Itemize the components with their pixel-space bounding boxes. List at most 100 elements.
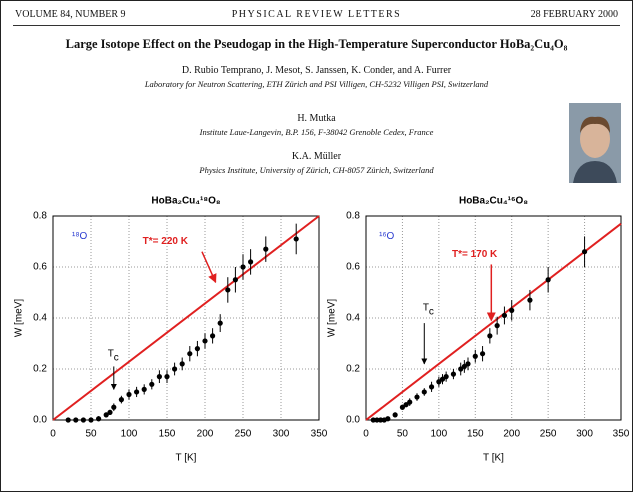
data-point [545,277,551,283]
data-point [421,389,427,395]
data-point [461,363,467,370]
y-axis-label: W [meV] [327,299,338,338]
data-point [527,297,533,303]
x-tick-label: 100 [121,429,138,440]
y-tick-label: 0.0 [346,415,360,426]
data-point [118,397,124,403]
data-point [377,417,384,423]
data-point [187,351,193,357]
charts: HoBa₂Cu₄¹⁸O₈ 0 50 100 150 200 250 300 350 0.0 0.2 0… [14,196,630,464]
data-point [479,351,486,357]
affiliation: Laboratory for Neutron Scattering, ETH Z… [144,79,489,89]
data-point [240,264,246,270]
data-point [141,386,147,392]
x-tick-label: 150 [467,429,484,440]
authors: D. Rubio Temprano, J. Mesot, S. Janssen,… [181,65,452,76]
data-point [103,412,109,418]
x-tick-label: 350 [311,429,328,440]
data-point [65,417,71,423]
data-point [487,333,493,339]
affiliation: Institute Laue-Langevin, B.P. 156, F-380… [199,127,434,137]
tc-label: T [423,302,429,313]
data-point [403,402,409,408]
data-point [194,346,200,352]
date: 28 FEBRUARY 2000 [530,9,618,20]
data-point [414,394,420,400]
data-point [472,353,478,359]
data-point [443,374,449,380]
data-point [134,389,140,395]
y-tick-label: 0.4 [33,313,47,324]
data-point [164,374,170,380]
chart-title: HoBa₂Cu₄¹⁶O₈ [459,196,528,207]
data-point [293,236,299,242]
x-axis-label: T [K] [483,453,504,464]
x-axis-label: T [K] [176,453,197,464]
data-point [80,417,86,423]
data-point [465,361,471,367]
data-point [88,417,94,423]
data-point [439,376,446,382]
data-point [450,371,457,377]
data-point [126,391,132,398]
x-tick-label: 250 [235,429,252,440]
data-point [501,312,508,319]
data-point [73,417,79,423]
data-point [428,384,435,390]
data-point [149,381,155,387]
data-point [374,417,380,423]
x-tick-label: 300 [273,429,290,440]
y-tick-label: 0.6 [33,262,47,273]
data-point [581,249,588,255]
y-tick-label: 0.4 [346,313,360,324]
data-point [385,416,391,422]
tc-subscript: c [114,352,119,363]
isotope-label: ¹⁸O [72,231,88,242]
x-tick-label: 200 [503,429,520,440]
fit-line [365,222,622,421]
y-tick-label: 0.0 [33,415,47,426]
x-tick-label: 0 [50,429,56,440]
tstar-arrow [201,251,217,284]
plot-frame [52,215,320,421]
y-tick-label: 0.2 [346,364,360,375]
x-tick-label: 50 [85,429,97,440]
journal: PHYSICAL REVIEW LETTERS [231,9,402,20]
data-point [392,412,398,418]
plot-frame [365,215,622,421]
tc-subscript: c [429,306,434,317]
data-point [232,277,238,283]
x-tick-label: 350 [613,429,630,440]
data-point [96,416,102,422]
data-point [210,333,216,339]
data-point [436,379,442,385]
data-point [202,338,208,344]
x-tick-label: 250 [540,429,557,440]
paper-title: Large Isotope Effect on the Pseudogap in… [65,37,568,51]
tstar-label: T*= 220 K [143,236,189,247]
rule [13,25,620,26]
data-point [225,287,231,293]
y-tick-label: 0.6 [346,262,360,273]
isotope-label: ¹⁶O [379,231,394,242]
data-point [156,374,162,380]
x-tick-label: 150 [159,429,176,440]
y-axis-label: W [meV] [14,299,25,338]
data-point [172,366,178,372]
y-tick-label: 0.2 [33,364,47,375]
x-tick-label: 300 [576,429,593,440]
chart-title: HoBa₂Cu₄¹⁸O₈ [151,196,220,207]
data-point [370,417,376,423]
data-point [217,320,223,326]
data-point [179,361,185,367]
tc-label: T [108,348,114,359]
data-point [263,246,269,252]
data-point [509,307,515,313]
authors: K.A. Müller [291,151,342,162]
volume: VOLUME 84, NUMBER 9 [15,9,126,20]
x-tick-label: 200 [197,429,214,440]
data-point [248,259,254,265]
y-tick-label: 0.8 [33,211,47,222]
y-tick-label: 0.8 [346,211,360,222]
author-photo [569,103,621,183]
